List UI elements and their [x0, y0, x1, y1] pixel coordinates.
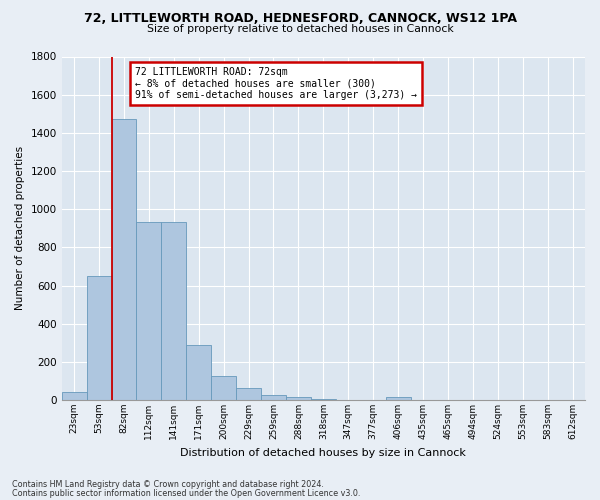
Text: Contains public sector information licensed under the Open Government Licence v3: Contains public sector information licen… [12, 488, 361, 498]
Bar [261, 395, 286, 400]
Bar [186, 344, 211, 400]
Bar [286, 397, 311, 400]
Text: 72, LITTLEWORTH ROAD, HEDNESFORD, CANNOCK, WS12 1PA: 72, LITTLEWORTH ROAD, HEDNESFORD, CANNOC… [83, 12, 517, 26]
Bar [86, 276, 112, 400]
Y-axis label: Number of detached properties: Number of detached properties [15, 146, 25, 310]
Bar [211, 376, 236, 400]
Bar [62, 392, 86, 400]
Bar [112, 120, 136, 400]
Bar [136, 222, 161, 400]
Bar [386, 397, 410, 400]
Bar [161, 222, 186, 400]
Text: Size of property relative to detached houses in Cannock: Size of property relative to detached ho… [146, 24, 454, 34]
Text: Contains HM Land Registry data © Crown copyright and database right 2024.: Contains HM Land Registry data © Crown c… [12, 480, 324, 489]
X-axis label: Distribution of detached houses by size in Cannock: Distribution of detached houses by size … [181, 448, 466, 458]
Bar [311, 399, 336, 400]
Text: 72 LITTLEWORTH ROAD: 72sqm
← 8% of detached houses are smaller (300)
91% of semi: 72 LITTLEWORTH ROAD: 72sqm ← 8% of detac… [135, 67, 417, 100]
Bar [236, 388, 261, 400]
